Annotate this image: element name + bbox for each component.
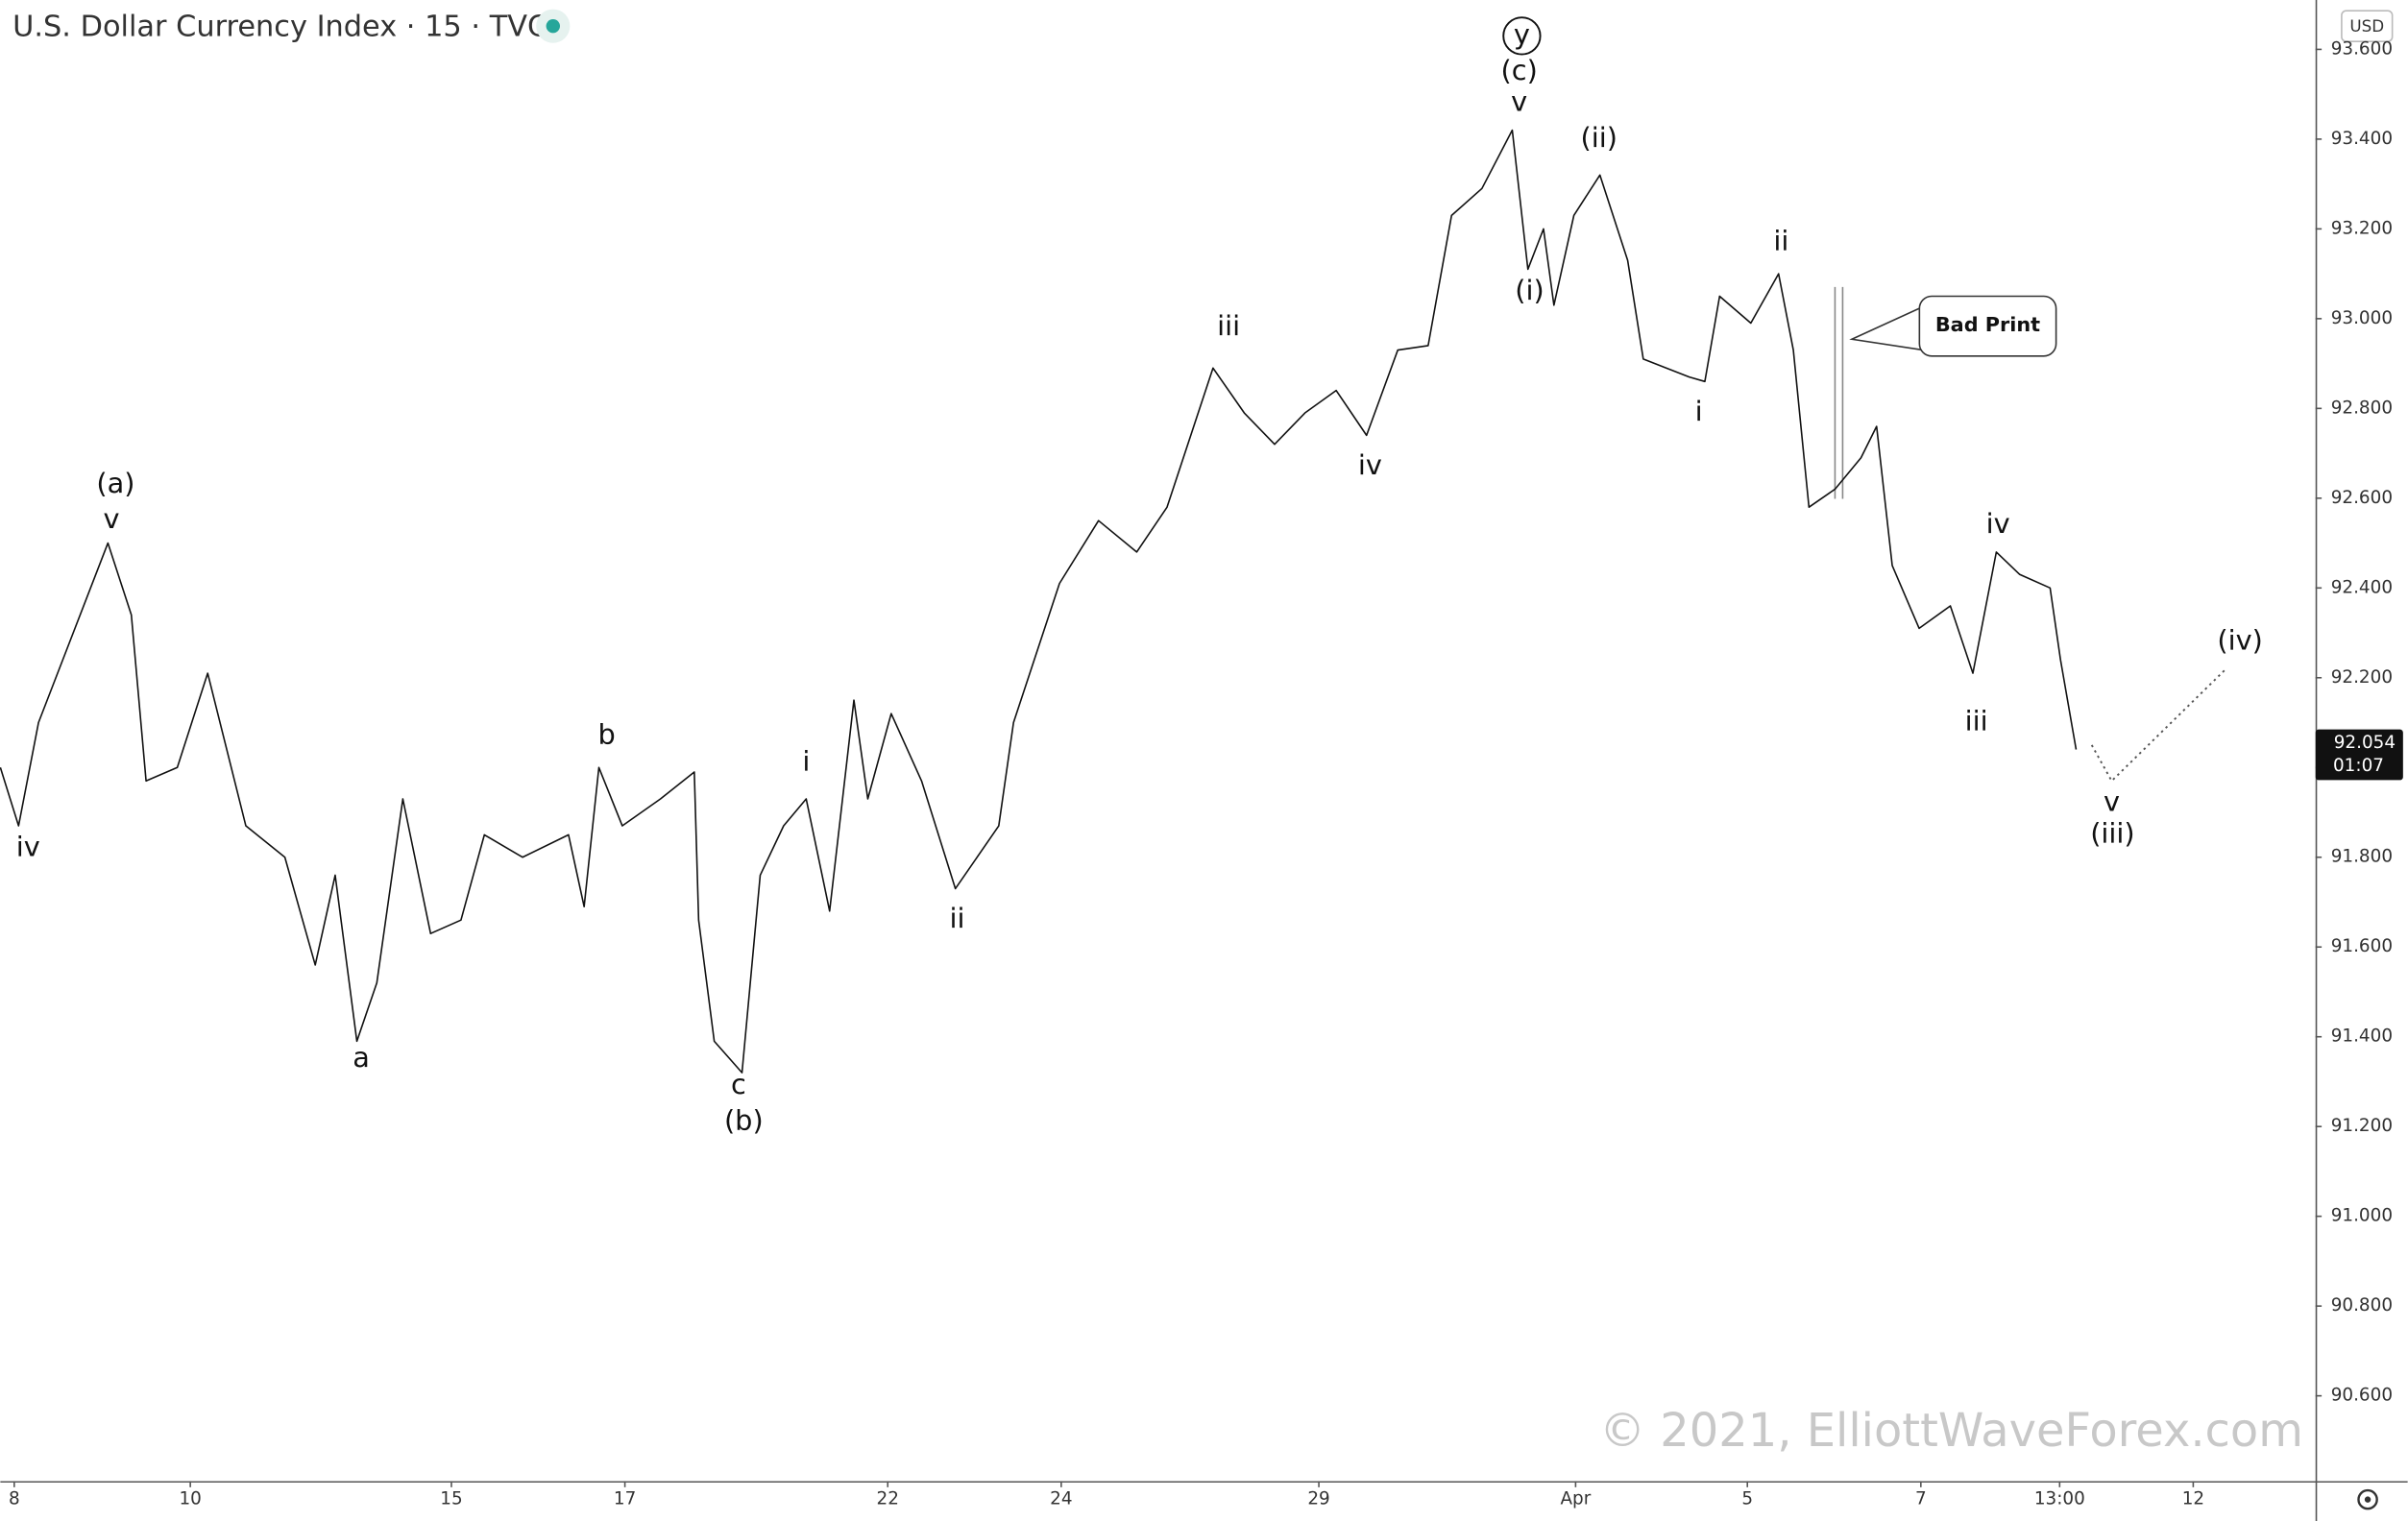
currency-label: USD	[2349, 16, 2384, 36]
y-tick-label: 91.200	[2331, 1116, 2393, 1136]
y-tick-label: 92.400	[2331, 577, 2393, 597]
wave-label: (ii)	[1581, 121, 1617, 154]
x-tick-label: 7	[1915, 1489, 1927, 1509]
y-tick-label: 90.600	[2331, 1386, 2393, 1406]
y-tick-label: 90.800	[2331, 1295, 2393, 1316]
wave-label: iii	[1965, 705, 1988, 737]
callout-box	[1918, 295, 2057, 357]
wave-label: v	[1511, 85, 1527, 118]
y-tick-label: 91.600	[2331, 936, 2393, 956]
y-tick-label: 92.800	[2331, 398, 2393, 418]
price-line	[0, 129, 2078, 1074]
wave-label: iv	[1986, 507, 2010, 540]
wave-label: i	[1695, 395, 1703, 427]
wave-label: ii	[949, 902, 964, 934]
wave-label: (i)	[1515, 274, 1544, 306]
chart-title: U.S. Dollar Currency Index · 15 · TVC	[12, 10, 547, 43]
x-tick-label: 22	[877, 1489, 899, 1509]
wave-label: iii	[1217, 309, 1240, 342]
countdown-label: 01:07	[2333, 756, 2384, 776]
wave-label: i	[802, 745, 810, 778]
x-tick-label: 13:00	[2034, 1489, 2085, 1509]
wave-label: (iv)	[2217, 623, 2262, 656]
watermark: © 2021, ElliottWaveForex.com	[1599, 1404, 2303, 1458]
settings-hub	[2364, 1496, 2372, 1503]
y-tick-label: 93.600	[2331, 38, 2393, 59]
currency-box[interactable]	[2341, 10, 2394, 42]
x-tick-label: 17	[614, 1489, 636, 1509]
x-tick-label: 29	[1307, 1489, 1329, 1509]
last-price-label: 92.054	[2334, 733, 2396, 753]
y-tick-label: 93.000	[2331, 308, 2393, 328]
x-tick-label: 10	[179, 1489, 201, 1509]
status-dot	[546, 18, 560, 34]
y-tick-label: 92.200	[2331, 667, 2393, 688]
x-tick-label: 15	[440, 1489, 462, 1509]
settings-gear	[2357, 1488, 2378, 1510]
wave-label: (iii)	[2090, 816, 2134, 849]
callout-text: Bad Print	[1935, 313, 2040, 336]
y-tick-label: 91.400	[2331, 1026, 2393, 1047]
last-price-tag	[2315, 729, 2403, 781]
projection-line	[2090, 667, 2227, 783]
wave-label: y	[1514, 17, 1530, 50]
x-tick-label: 24	[1050, 1489, 1072, 1509]
x-tick-label: 5	[1741, 1489, 1753, 1509]
y-tick-label: 93.200	[2331, 218, 2393, 238]
y-tick-label: 93.400	[2331, 129, 2393, 149]
x-tick-label: Apr	[1560, 1489, 1591, 1509]
bad-print-marks	[1834, 286, 1844, 499]
y-tick-label: 91.800	[2331, 847, 2393, 867]
wave-label: c	[731, 1068, 746, 1100]
wave-label: (c)	[1501, 54, 1538, 86]
wave-label: ii	[1773, 224, 1788, 256]
x-tick-label: 8	[9, 1489, 20, 1509]
settings-icon[interactable]	[2357, 1488, 2378, 1510]
wave-label: (a)	[96, 467, 134, 499]
wave-label-circle	[1502, 16, 1542, 56]
wave-label: (b)	[724, 1104, 764, 1137]
wave-label: v	[103, 502, 119, 535]
wave-label: a	[353, 1041, 370, 1074]
y-tick-label: 91.000	[2331, 1206, 2393, 1226]
wave-label: iv	[16, 830, 40, 862]
wave-label: b	[597, 718, 615, 751]
wave-label: v	[2104, 785, 2120, 818]
y-tick-label: 92.600	[2331, 488, 2393, 508]
wave-label: iv	[1358, 448, 1382, 481]
x-tick-label: 12	[2182, 1489, 2204, 1509]
